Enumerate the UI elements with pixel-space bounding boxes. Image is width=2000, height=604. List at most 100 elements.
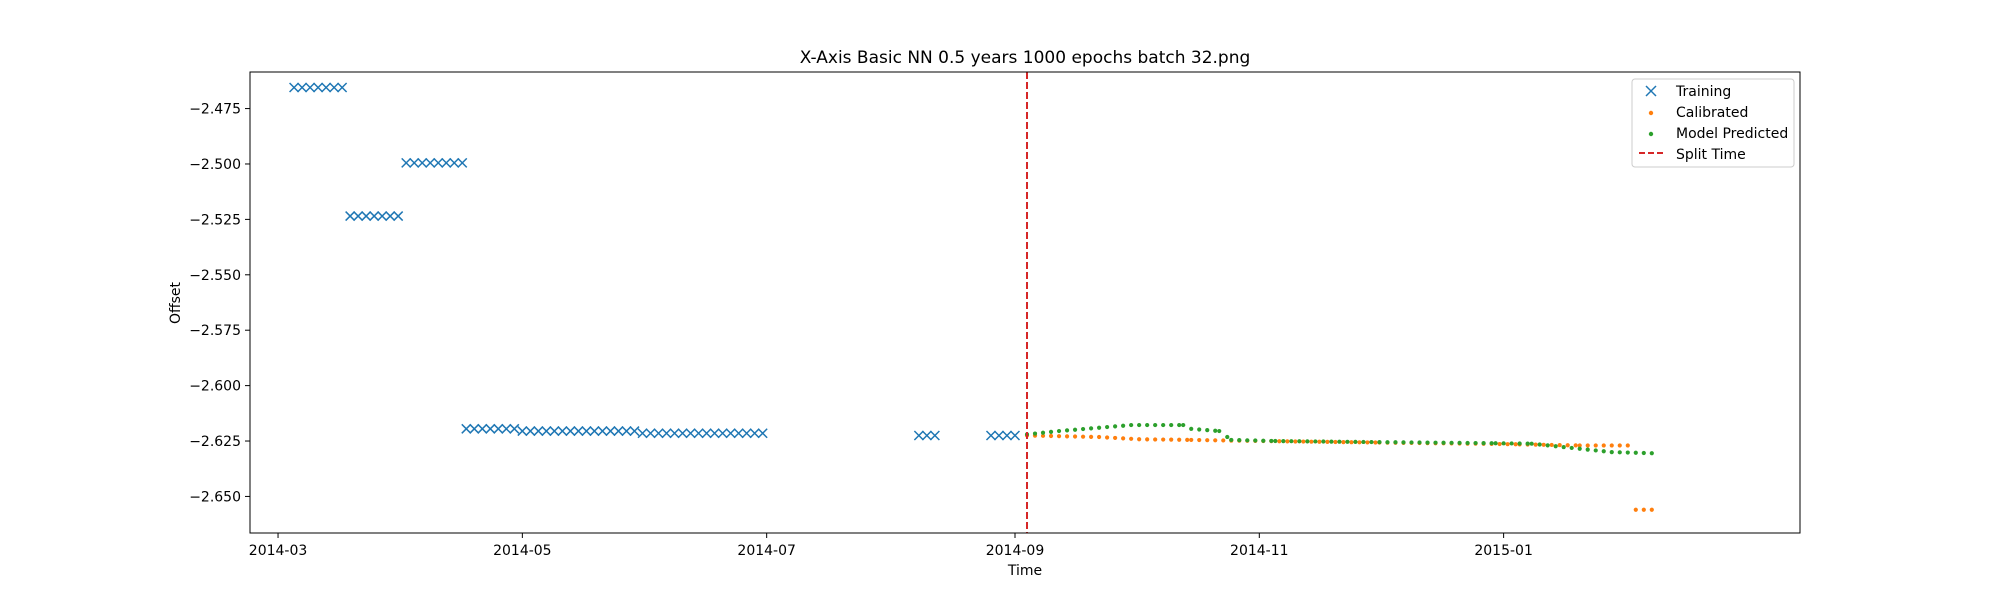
predicted-point [1449,440,1454,445]
predicted-point [1281,439,1286,444]
predicted-point [1205,427,1210,433]
calibrated-point [1088,434,1094,439]
calibrated-point [1641,507,1646,512]
training-point [313,82,324,93]
legend-label-calibrated: Calibrated [1676,105,1748,121]
predicted-point [1625,450,1630,455]
predicted-point [1569,445,1574,451]
training-point [589,426,600,437]
chart-title: X-Axis Basic NN 0.5 years 1000 epochs ba… [800,48,1251,68]
training-point [581,426,592,437]
predicted-point [1537,442,1542,447]
predicted-point [1048,429,1054,434]
predicted-point [1217,428,1222,434]
training-point [509,423,520,434]
training-point [353,211,364,222]
predicted-point [1529,441,1534,446]
training-point [597,426,608,437]
predicted-point [1509,441,1514,446]
predicted-point [1161,422,1166,428]
legend-marker-calibrated [1648,110,1654,116]
predicted-point [1088,426,1094,431]
training-point [541,426,552,437]
calibrated-point [1365,440,1370,445]
training-point [725,428,736,439]
predicted-point [1401,440,1406,445]
training-point [321,82,332,93]
calibrated-point [1549,442,1554,448]
calibrated-point [1505,442,1510,447]
training-point [409,157,420,168]
calibrated-point [1309,439,1314,444]
training-point [457,157,468,168]
training-point [485,423,496,434]
training-point [685,428,696,439]
calibrated-point [1277,439,1282,444]
training-point [565,426,576,437]
calibrated-point [1293,439,1298,444]
training-point [441,157,452,168]
predicted-point [1145,422,1150,428]
predicted-point [1617,450,1622,455]
y-tick-label: −2.575 [189,323,241,339]
calibrated-point [1056,434,1062,439]
predicted-point [1237,438,1242,443]
calibrated-point [1601,443,1606,448]
training-point [645,428,656,439]
predicted-point [1609,450,1614,455]
calibrated-point [1341,439,1346,445]
predicted-point [1269,438,1274,444]
predicted-point [1353,439,1358,444]
training-point [393,211,404,222]
predicted-point [1593,448,1598,453]
calibrated-point [1048,433,1054,439]
predicted-point [1345,439,1350,444]
predicted-point [1225,434,1230,440]
predicted-point [1229,437,1234,443]
calibrated-point [1137,437,1142,442]
calibrated-point [1541,442,1546,447]
predicted-point [1189,426,1194,431]
calibrated-point [1349,440,1354,445]
legend: Training Calibrated Model Predicted Spli… [1631,78,1795,168]
calibrated-point [1221,438,1226,443]
x-axis-label: Time [1007,563,1042,579]
training-point [377,211,388,222]
predicted-point [1197,427,1202,432]
predicted-point [1577,446,1582,451]
calibrated-point [1565,443,1570,448]
calibrated-point [1497,441,1502,447]
predicted-point [1457,440,1462,445]
predicted-point [1585,447,1590,452]
x-axis: 2014-03 2014-05 2014-07 2014-09 2014-11 2015-… [249,533,1533,559]
training-point [493,423,504,434]
calibrated-point [1040,433,1046,438]
training-point [469,423,480,434]
training-point [517,426,528,437]
training-point [501,423,512,434]
predicted-point [1105,424,1110,430]
predicted-point [1641,450,1646,456]
calibrated-point [1161,437,1166,442]
training-point [461,423,472,434]
training-point [605,426,616,437]
y-tick-label: −2.650 [189,489,241,505]
calibrated-point [1197,437,1202,443]
predicted-point [1633,450,1638,455]
predicted-point [1337,439,1342,444]
training-point [653,428,664,439]
x-tick-label: 2015-01 [1474,543,1533,559]
calibrated-point [1649,507,1654,512]
training-point [361,211,372,222]
calibrated-point [1285,439,1290,444]
training-point [297,82,308,93]
predicted-point [1072,427,1078,432]
x-tick-label: 2014-09 [986,543,1045,559]
calibrated-point [1105,435,1110,440]
predicted-point [1601,449,1606,454]
training-point [757,428,768,439]
y-axis: −2.475 −2.500 −2.525 −2.550 −2.575 −2.600 −2.6… [189,102,250,505]
predicted-point [1245,438,1250,443]
legend-marker-predicted [1648,131,1654,137]
